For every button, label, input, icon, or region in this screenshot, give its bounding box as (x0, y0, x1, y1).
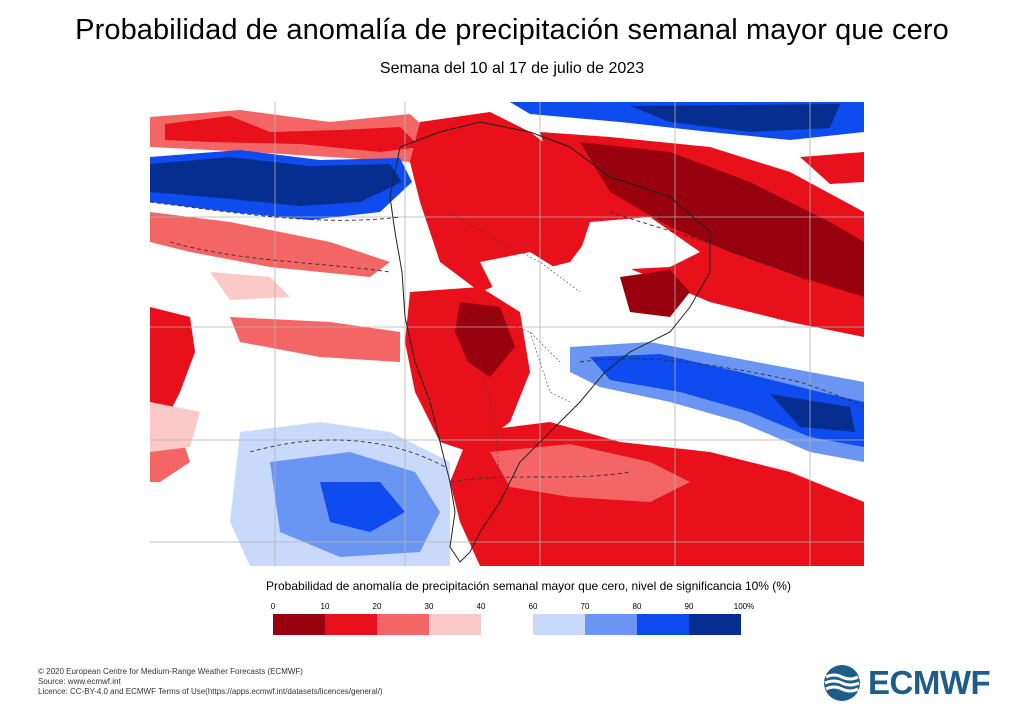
dark-blue-region-north-atlantic (630, 104, 840, 132)
precipitation-anomaly-map (150, 102, 864, 566)
blue-region-south-pacific (320, 482, 405, 532)
legend-tick-80: 80 (632, 602, 642, 611)
light-red-region-east-pacific (230, 317, 400, 362)
ecmwf-logo-icon (824, 665, 860, 701)
dark-blue-region-west-pacific (150, 157, 402, 206)
dark-blue-region-south-atlantic (770, 394, 855, 432)
legend-tick-30: 30 (424, 602, 434, 611)
pale-red-patch-mid (210, 272, 290, 300)
pale-red-patch-south (150, 402, 200, 452)
blue-region-south-atlantic (590, 354, 864, 447)
legend-tick-70: 70 (580, 602, 590, 611)
legend-swatch-90-100 (689, 614, 741, 635)
legend-tick-40: 40 (476, 602, 486, 611)
ecmwf-logo-text: ECMWF (868, 664, 991, 701)
footer-licence: Licence: CC-BY-4.0 and ECMWF Terms of Us… (38, 687, 383, 696)
page-title: Probabilidad de anomalía de precipitació… (75, 14, 949, 46)
legend-swatch-70-80 (585, 614, 637, 635)
legend-swatch-30-40 (429, 614, 481, 635)
white-gap-amazon (480, 252, 570, 297)
page-subtitle: Semana del 10 al 17 de julio de 2023 (379, 60, 645, 77)
graticule (150, 102, 864, 566)
light-red-region-northwest (150, 212, 390, 277)
legend-tick-20: 20 (372, 602, 382, 611)
dark-red-region-atlantic (580, 142, 864, 297)
legend-tick-10: 10 (320, 602, 330, 611)
white-gap-central-brazil (580, 217, 700, 270)
legend-title: Probabilidad de anomalía de precipitació… (266, 579, 791, 593)
legend-tick-0: 0 (270, 602, 276, 611)
legend-tick-60: 60 (528, 602, 538, 611)
footer-source: Source: www.ecmwf.int (38, 677, 121, 686)
red-region-north-pacific (165, 116, 420, 152)
legend-swatch-0-10 (273, 614, 325, 635)
legend-tick-100: 100% (733, 602, 755, 611)
legend-swatch-80-90 (637, 614, 689, 635)
significance-contours (150, 201, 864, 483)
dark-red-region-central-andes (455, 302, 515, 377)
legend-swatch-10-20 (325, 614, 377, 635)
country-borders (449, 211, 581, 483)
red-region-north-east-corner (800, 152, 864, 184)
dark-red-blob-central-brazil (620, 270, 690, 317)
legend-swatch-20-30 (377, 614, 429, 635)
legend-swatch-60-70 (533, 614, 585, 635)
south-america-coastline (389, 121, 711, 563)
legend-tick-90: 90 (684, 602, 694, 611)
footer-copyright: © 2020 European Centre for Medium-Range … (38, 667, 303, 676)
